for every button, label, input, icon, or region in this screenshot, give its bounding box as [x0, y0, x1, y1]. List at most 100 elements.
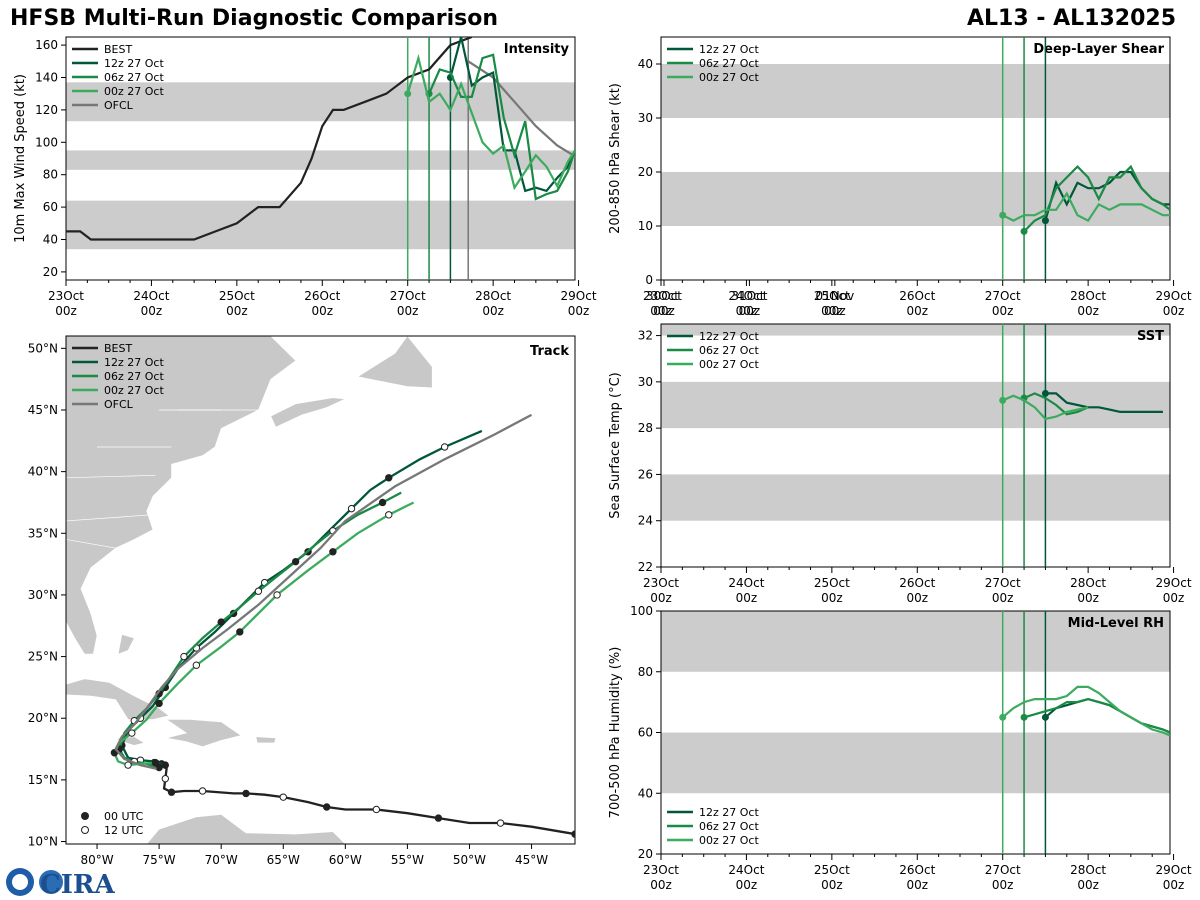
track-ytick-label: 20°N — [28, 711, 58, 725]
cira-globe-icon — [39, 870, 63, 894]
track-legend-label: BEST — [104, 342, 132, 355]
intensity-ytick-label: 100 — [35, 135, 58, 149]
sst-start-marker-run00 — [999, 396, 1007, 404]
rh-ytick-label: 40 — [638, 786, 653, 800]
shear-ytick-label: 0 — [645, 273, 653, 287]
intensity-title: Intensity — [504, 42, 570, 57]
rh-xtick-label: 23Oct — [643, 863, 679, 877]
shear-xtick-label: 29Oct — [1156, 289, 1192, 303]
track-frame — [65, 335, 576, 845]
rh-start-marker-run12 — [1041, 713, 1049, 721]
track-title: Track — [530, 344, 569, 359]
track-marker-run12 — [347, 504, 356, 513]
cira-logo-text: CIRA — [40, 870, 115, 900]
intensity-start-marker-run00 — [404, 90, 412, 98]
sst-band-0 — [661, 474, 1170, 521]
shear-xtick-label: 23Oct — [643, 289, 679, 303]
rh-xtick-label: 27Oct — [985, 863, 1021, 877]
intensity-ytick-label: 80 — [43, 168, 58, 182]
rh-ylabel: 700-500 hPa Humidity (%) — [608, 647, 623, 819]
sst-start-marker-run12 — [1041, 389, 1049, 397]
track-marker-legend-label: 12 UTC — [104, 824, 144, 837]
sst-band-2 — [661, 324, 1170, 336]
track-marker-run00 — [124, 761, 132, 769]
sst-xtick-label: 00z — [1077, 591, 1099, 605]
track-xtick-label: 55°W — [391, 853, 424, 867]
intensity-ytick-label: 40 — [43, 233, 58, 247]
track-marker-legend-label: 00 UTC — [104, 810, 144, 823]
track-ytick-label: 25°N — [28, 650, 58, 664]
rh-xtick-label: 26Oct — [899, 863, 935, 877]
shear-title: Deep-Layer Shear — [1033, 42, 1164, 57]
rh-xtick-label: 29Oct — [1156, 863, 1192, 877]
rh-xtick-label: 00z — [1077, 878, 1099, 892]
track-marker-run00 — [273, 591, 281, 599]
rh-legend-label: 00z 27 Oct — [699, 834, 759, 847]
shear-xtick-label: 28Oct — [1070, 289, 1106, 303]
sst-ylabel: Sea Surface Temp (°C) — [608, 372, 623, 519]
sst-legend-label: 00z 27 Oct — [699, 358, 759, 371]
track-marker-run00 — [151, 758, 160, 767]
sst-title: SST — [1137, 329, 1164, 344]
rh-panel: 23Oct00z24Oct00z25Oct00z26Oct00z27Oct00z… — [608, 604, 1192, 892]
intensity-frame — [65, 36, 576, 281]
south-america-land — [146, 814, 346, 844]
intensity-ytick-label: 120 — [35, 103, 58, 117]
sst-ytick-label: 30 — [638, 375, 653, 389]
land-group — [66, 336, 433, 844]
shear-legend-label: 00z 27 Oct — [699, 71, 759, 84]
track-marker-run00 — [236, 628, 244, 636]
sst-panel: 23Oct00z24Oct00z25Oct00z26Oct00z27Oct00z… — [608, 323, 1192, 605]
shear-ytick-label: 30 — [638, 111, 653, 125]
sst-ytick-label: 22 — [638, 560, 653, 574]
shear-xtick-label: 24Oct — [728, 289, 764, 303]
figure-title: HFSB Multi-Run Diagnostic Comparison — [10, 6, 498, 31]
intensity-series-run06 — [428, 53, 575, 201]
sst-series-run06 — [1023, 392, 1089, 416]
intensity-xtick-label: 01Nov — [815, 289, 854, 303]
track-ytick-label: 40°N — [28, 465, 58, 479]
intensity-ytick-label: 140 — [35, 71, 58, 85]
intensity-xtick-label: 31Oct — [731, 289, 767, 303]
track-legend-label: 06z 27 Oct — [104, 370, 164, 383]
rh-xtick-label: 00z — [906, 878, 928, 892]
sst-xtick-label: 25Oct — [814, 576, 850, 590]
newfoundland-land — [356, 336, 433, 389]
intensity-xtick-label: 00z — [739, 304, 761, 318]
sst-xtick-label: 00z — [736, 591, 758, 605]
cira-logo: CIRA — [6, 868, 115, 900]
shear-ytick-label: 20 — [638, 165, 653, 179]
track-xtick-label: 75°W — [143, 853, 176, 867]
intensity-xtick-label: 26Oct — [304, 289, 340, 303]
shear-series-run00 — [1002, 191, 1170, 223]
track-marker-best — [571, 830, 575, 838]
shear-xtick-label: 00z — [1163, 304, 1185, 318]
intensity-legend-label: 12z 27 Oct — [104, 57, 164, 70]
shear-xtick-label: 00z — [992, 304, 1014, 318]
rh-start-marker-run00 — [999, 713, 1007, 721]
track-marker-run00 — [385, 511, 393, 519]
sst-xtick-label: 00z — [650, 591, 672, 605]
intensity-legend-label: 00z 27 Oct — [104, 85, 164, 98]
track-marker-best — [198, 787, 207, 795]
sst-ytick-label: 32 — [638, 329, 653, 343]
shear-xtick-label: 27Oct — [985, 289, 1021, 303]
noaa-logo-inner — [12, 874, 28, 890]
rh-xtick-label: 28Oct — [1070, 863, 1106, 877]
track-marker-run12 — [161, 761, 170, 769]
sst-xtick-label: 28Oct — [1070, 576, 1106, 590]
rh-band-0 — [661, 732, 1170, 794]
track-marker-best — [161, 774, 170, 783]
intensity-xtick-label: 00z — [311, 304, 333, 318]
shear-frame — [660, 36, 1171, 281]
track-marker-run12 — [440, 443, 449, 451]
track-marker-best — [496, 819, 505, 827]
shear-ylabel: 200-850 hPa Shear (kt) — [608, 83, 623, 234]
track-legend-label: 12z 27 Oct — [104, 356, 164, 369]
shear-band-1 — [661, 64, 1170, 118]
intensity-xtick-label: 23Oct — [48, 289, 84, 303]
track-panel: 80°W 75°W 70°W 65°W 60°W 55°W 50°W 45°W 10°N 15°N… — [28, 335, 576, 867]
track-legend-label: 00z 27 Oct — [104, 384, 164, 397]
track-xtick-label: 80°W — [80, 853, 113, 867]
